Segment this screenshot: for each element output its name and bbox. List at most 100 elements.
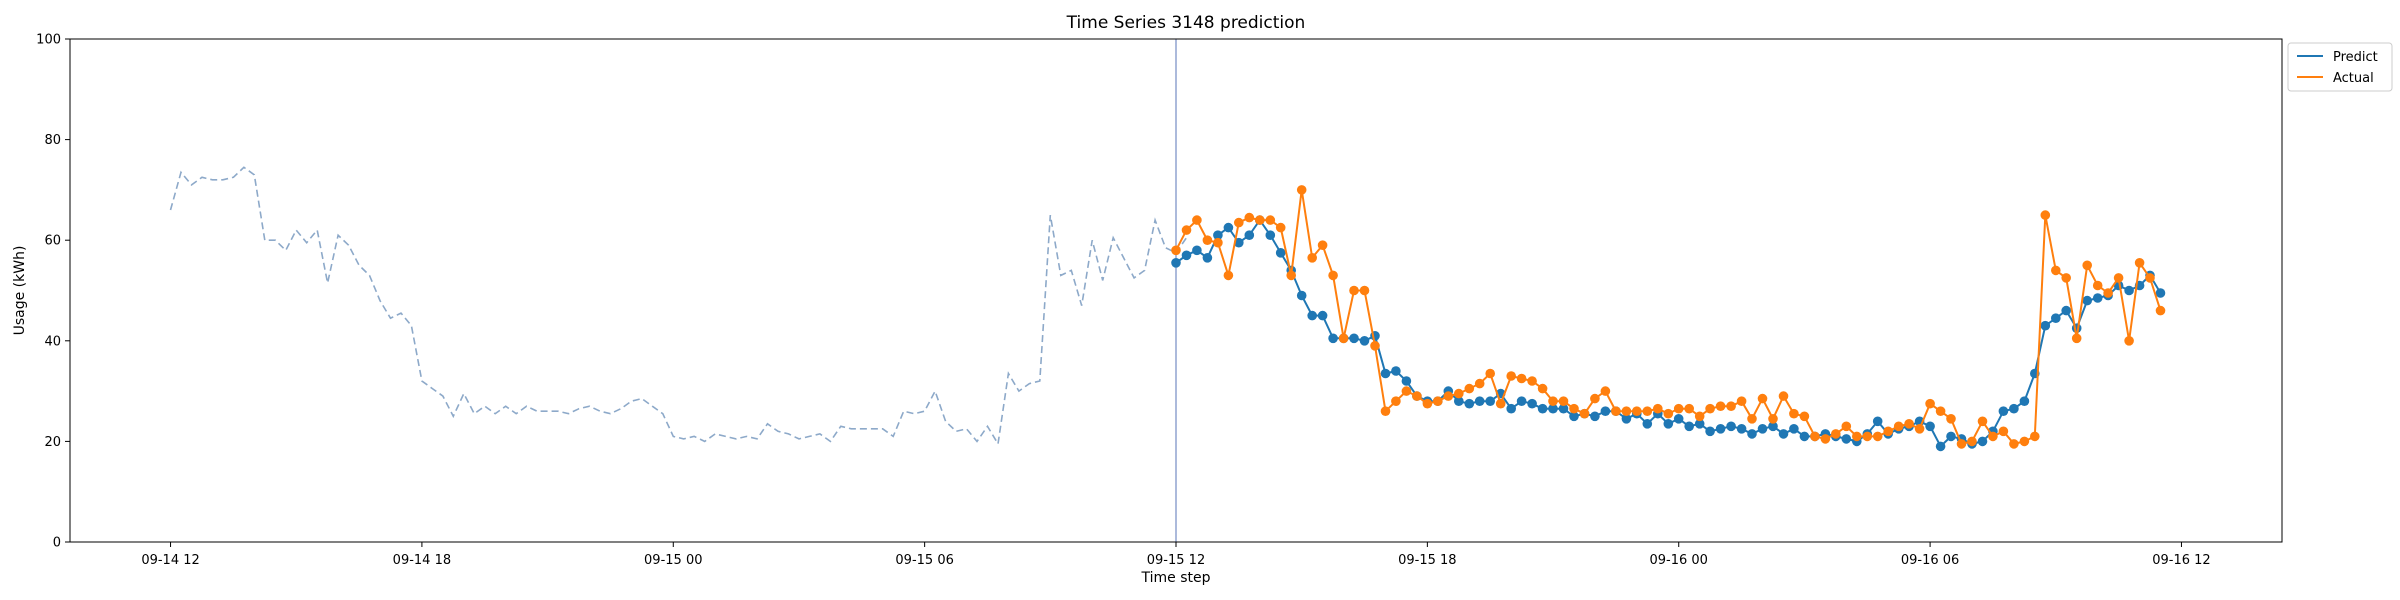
predict-point — [1757, 424, 1768, 434]
x-tick-label: 09-15 06 — [895, 553, 953, 568]
plot-area — [169, 39, 2166, 542]
predict-point — [1171, 258, 1181, 268]
predict-point — [2019, 396, 2030, 407]
x-tick-label: 09-15 12 — [1147, 553, 1205, 568]
actual-point — [1485, 368, 1495, 379]
predict-point — [2124, 285, 2134, 296]
actual-point — [1914, 424, 1925, 434]
actual-point — [1967, 436, 1977, 447]
actual-point — [2082, 260, 2092, 271]
actual-point — [1391, 396, 1401, 407]
actual-point — [1317, 240, 1328, 250]
actual-point — [2019, 436, 2030, 447]
predict-point — [2155, 288, 2166, 298]
actual-point — [2124, 336, 2134, 346]
predict-point — [1527, 398, 1537, 409]
predict-point — [1569, 411, 1579, 422]
predict-point — [2009, 403, 2019, 414]
actual-point — [1569, 403, 1579, 414]
actual-point — [1234, 217, 1244, 228]
actual-point — [1768, 414, 1778, 424]
actual-point — [1443, 391, 1454, 401]
actual-point — [1789, 408, 1799, 419]
actual-point — [2009, 439, 2019, 449]
predict-point — [1778, 429, 1789, 439]
actual-point — [1213, 237, 1223, 248]
predict-point — [1841, 434, 1852, 444]
actual-point — [1852, 431, 1862, 442]
actual-point — [1778, 391, 1789, 401]
actual-point — [1925, 398, 1935, 409]
predict-point — [2040, 320, 2051, 331]
actual-point — [1244, 212, 1255, 223]
predict-point — [1946, 431, 1956, 442]
predict-point — [1202, 252, 1213, 263]
actual-point — [1558, 396, 1569, 407]
actual-point — [1265, 215, 1276, 225]
actual-point — [1516, 373, 1527, 384]
predict-point — [1558, 403, 1569, 414]
actual-point — [1611, 406, 1621, 417]
actual-point — [1893, 421, 1904, 432]
actual-point — [1904, 419, 1914, 429]
actual-point — [1956, 439, 1967, 449]
actual-point — [1747, 414, 1757, 424]
actual-point — [1412, 391, 1422, 401]
y-tick-label: 40 — [44, 334, 61, 349]
y-axis-label: Usage (kWh) — [12, 246, 28, 336]
actual-point — [1736, 396, 1747, 407]
actual-point — [1663, 408, 1674, 419]
x-axis-label: Time step — [1141, 570, 1211, 586]
actual-point — [1820, 434, 1831, 444]
actual-point — [2103, 288, 2113, 298]
predict-point — [1621, 414, 1632, 424]
actual-point — [1977, 416, 1988, 427]
actual-point — [1673, 403, 1684, 414]
predict-point — [1548, 403, 1558, 414]
actual-point — [1338, 333, 1349, 344]
history-line — [169, 166, 1188, 447]
actual-point — [1328, 270, 1338, 281]
y-tick-label: 0 — [53, 536, 61, 551]
predict-point — [1998, 406, 2009, 417]
actual-point — [1998, 426, 2009, 437]
actual-point — [1495, 398, 1506, 409]
y-tick-label: 80 — [44, 133, 61, 148]
predict-point — [1265, 230, 1276, 240]
predict-point — [1380, 368, 1391, 379]
actual-point — [1454, 388, 1464, 399]
actual-point — [2113, 273, 2124, 283]
actual-point — [1506, 371, 1516, 381]
actual-point — [1433, 396, 1443, 407]
x-tick-label: 09-16 12 — [2152, 553, 2210, 568]
predict-point — [1872, 416, 1883, 427]
actual-point — [1401, 386, 1412, 396]
actual-point — [1223, 270, 1234, 281]
predict-point — [1317, 310, 1328, 321]
y-tick-label: 60 — [44, 234, 61, 249]
actual-point — [1548, 396, 1558, 407]
predict-point — [1789, 424, 1799, 434]
actual-point — [1684, 403, 1694, 414]
predict-point — [1244, 230, 1255, 240]
actual-point — [1715, 401, 1726, 412]
predict-point — [1474, 396, 1485, 407]
predict-point — [1464, 398, 1475, 409]
predict-point — [1590, 411, 1600, 422]
actual-point — [1296, 185, 1307, 195]
actual-point — [2040, 210, 2051, 220]
actual-point — [2155, 305, 2166, 316]
actual-point — [1380, 406, 1391, 417]
x-tick-label: 09-14 12 — [141, 553, 199, 568]
predict-point — [1684, 421, 1694, 432]
predict-point — [1391, 366, 1401, 376]
actual-point — [1307, 252, 1317, 263]
predict-point — [1642, 419, 1653, 429]
predict-point — [1694, 419, 1705, 429]
predict-point — [1192, 245, 1202, 256]
actual-point — [1464, 383, 1475, 394]
predict-point — [1275, 248, 1286, 258]
actual-point — [1181, 225, 1192, 235]
predict-point — [1181, 250, 1192, 261]
